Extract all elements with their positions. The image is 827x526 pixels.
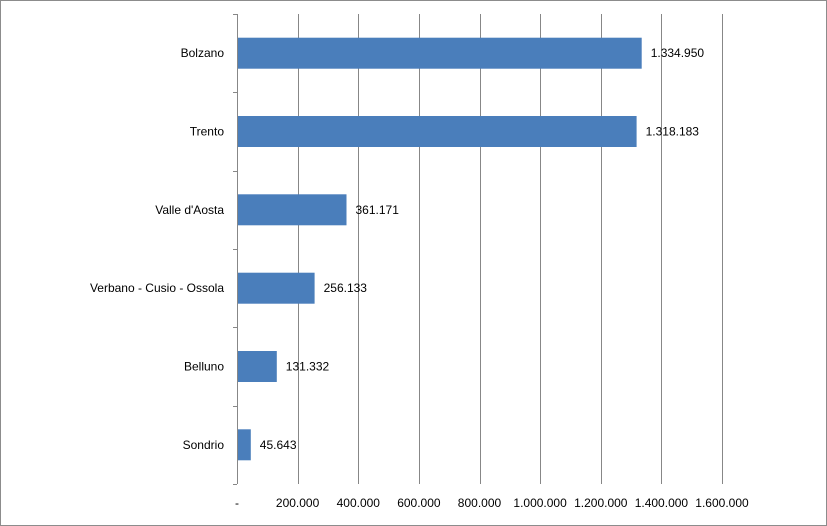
bar-verbano-cusio-ossola: [237, 272, 315, 304]
bar-sondrio: [237, 429, 251, 461]
bar-bolzano: [237, 37, 642, 69]
data-label: 131.332: [286, 360, 330, 374]
x-tick-label: 1.000.000: [513, 496, 567, 510]
x-tick-label: 1.400.000: [635, 496, 689, 510]
x-tick-label: 600.000: [397, 496, 441, 510]
category-label: Belluno: [184, 360, 224, 374]
data-label: 1.318.183: [646, 125, 700, 139]
bar-trento: [237, 116, 637, 147]
category-label: Sondrio: [183, 438, 225, 452]
category-label: Verbano - Cusio - Ossola: [90, 281, 224, 295]
data-label: 256.133: [324, 281, 368, 295]
x-tick-label: 200.000: [276, 496, 320, 510]
category-label: Trento: [190, 125, 225, 139]
data-label: 1.334.950: [651, 46, 705, 60]
data-label: 45.643: [260, 438, 297, 452]
bar-valle-d-aosta: [237, 194, 347, 226]
bar-belluno: [237, 351, 277, 382]
x-tick-label: 400.000: [337, 496, 381, 510]
x-tick-label: 1.600.000: [695, 496, 749, 510]
category-label: Valle d'Aosta: [155, 203, 224, 217]
x-tick-label: -: [235, 496, 239, 510]
category-label: Bolzano: [181, 46, 225, 60]
x-tick-label: 1.200.000: [574, 496, 628, 510]
x-tick-label: 800.000: [458, 496, 502, 510]
data-label: 361.171: [356, 203, 400, 217]
